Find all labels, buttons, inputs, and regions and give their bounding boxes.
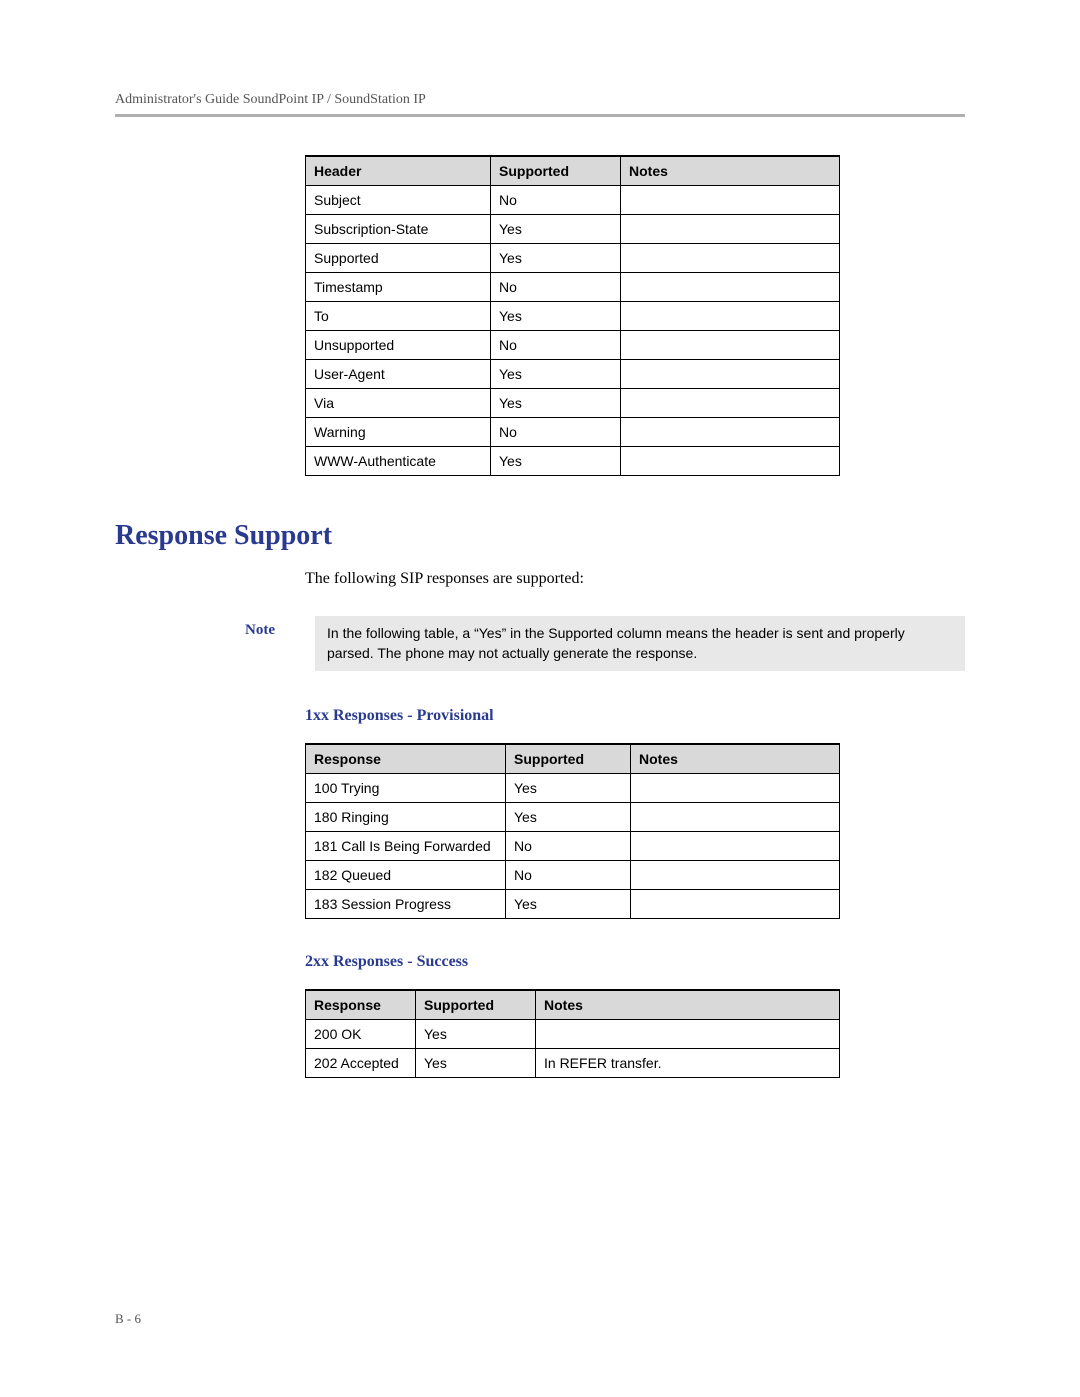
table-cell: No xyxy=(506,861,631,890)
table-row: ViaYes xyxy=(306,389,840,418)
col-header: Response xyxy=(306,744,506,774)
table-row: WWW-AuthenticateYes xyxy=(306,447,840,476)
section-title: Response Support xyxy=(115,520,965,552)
table-cell xyxy=(631,832,840,861)
table-cell xyxy=(621,273,840,302)
col-header: Supported xyxy=(506,744,631,774)
table-header-row: Response Supported Notes xyxy=(306,744,840,774)
table-header-row: Header Supported Notes xyxy=(306,156,840,186)
table-cell: 182 Queued xyxy=(306,861,506,890)
table-cell: No xyxy=(506,832,631,861)
col-header: Notes xyxy=(621,156,840,186)
table-cell: Supported xyxy=(306,244,491,273)
table-row: WarningNo xyxy=(306,418,840,447)
table-cell: Yes xyxy=(416,1020,536,1049)
header-rule xyxy=(115,114,965,117)
table-cell xyxy=(621,215,840,244)
table-cell: 200 OK xyxy=(306,1020,416,1049)
table-cell: Unsupported xyxy=(306,331,491,360)
table-cell: No xyxy=(491,331,621,360)
note-block: Note In the following table, a “Yes” in … xyxy=(115,616,965,671)
table-cell: User-Agent xyxy=(306,360,491,389)
table-cell xyxy=(621,360,840,389)
table-cell: 100 Trying xyxy=(306,774,506,803)
table-row: User-AgentYes xyxy=(306,360,840,389)
table-row: 202 AcceptedYesIn REFER transfer. xyxy=(306,1049,840,1078)
table-cell: Yes xyxy=(506,890,631,919)
table-row: ToYes xyxy=(306,302,840,331)
table-header-row: Response Supported Notes xyxy=(306,990,840,1020)
responses-1xx-table: Response Supported Notes 100 TryingYes18… xyxy=(305,743,840,919)
intro-text: The following SIP responses are supporte… xyxy=(305,570,965,588)
table-cell: No xyxy=(491,418,621,447)
table-cell xyxy=(631,774,840,803)
table-cell: Timestamp xyxy=(306,273,491,302)
table-row: SubjectNo xyxy=(306,186,840,215)
table-cell xyxy=(621,331,840,360)
col-header: Header xyxy=(306,156,491,186)
table-cell xyxy=(621,447,840,476)
col-header: Supported xyxy=(491,156,621,186)
note-label: Note xyxy=(245,616,315,671)
table-cell xyxy=(631,861,840,890)
responses-2xx-table: Response Supported Notes 200 OKYes202 Ac… xyxy=(305,989,840,1078)
table-row: 181 Call Is Being ForwardedNo xyxy=(306,832,840,861)
header-support-table: Header Supported Notes SubjectNoSubscrip… xyxy=(305,155,840,476)
col-header: Notes xyxy=(536,990,840,1020)
table-row: TimestampNo xyxy=(306,273,840,302)
table-cell: Yes xyxy=(491,447,621,476)
table-cell: Yes xyxy=(416,1049,536,1078)
table-row: 183 Session ProgressYes xyxy=(306,890,840,919)
table-cell: Subscription-State xyxy=(306,215,491,244)
table-cell: Yes xyxy=(506,803,631,832)
table-cell: Warning xyxy=(306,418,491,447)
table-row: UnsupportedNo xyxy=(306,331,840,360)
table-cell: No xyxy=(491,273,621,302)
table-cell: Yes xyxy=(491,244,621,273)
table-cell: 181 Call Is Being Forwarded xyxy=(306,832,506,861)
table-row: 100 TryingYes xyxy=(306,774,840,803)
table-cell: Yes xyxy=(506,774,631,803)
table-row: 182 QueuedNo xyxy=(306,861,840,890)
table-cell xyxy=(631,803,840,832)
note-body: In the following table, a “Yes” in the S… xyxy=(315,616,965,671)
col-header: Notes xyxy=(631,744,840,774)
table-cell xyxy=(621,244,840,273)
table-cell xyxy=(621,418,840,447)
col-header: Supported xyxy=(416,990,536,1020)
table-cell xyxy=(536,1020,840,1049)
table-row: 180 RingingYes xyxy=(306,803,840,832)
table-cell: Yes xyxy=(491,360,621,389)
table-cell: Yes xyxy=(491,389,621,418)
table-row: 200 OKYes xyxy=(306,1020,840,1049)
table-cell: Yes xyxy=(491,302,621,331)
doc-header: Administrator's Guide SoundPoint IP / So… xyxy=(115,92,965,108)
table-cell: In REFER transfer. xyxy=(536,1049,840,1078)
table-cell xyxy=(621,186,840,215)
table-cell xyxy=(631,890,840,919)
table-cell: Via xyxy=(306,389,491,418)
page-footer: B - 6 xyxy=(115,1311,141,1327)
table-cell: 183 Session Progress xyxy=(306,890,506,919)
table-cell: WWW-Authenticate xyxy=(306,447,491,476)
table-cell: 180 Ringing xyxy=(306,803,506,832)
table-cell: No xyxy=(491,186,621,215)
col-header: Response xyxy=(306,990,416,1020)
table-cell: Yes xyxy=(491,215,621,244)
table-cell: To xyxy=(306,302,491,331)
subsection-title-1xx: 1xx Responses - Provisional xyxy=(305,707,965,725)
table-cell: Subject xyxy=(306,186,491,215)
subsection-title-2xx: 2xx Responses - Success xyxy=(305,953,965,971)
table-cell xyxy=(621,389,840,418)
table-row: Subscription-StateYes xyxy=(306,215,840,244)
table-cell xyxy=(621,302,840,331)
table-row: SupportedYes xyxy=(306,244,840,273)
table-cell: 202 Accepted xyxy=(306,1049,416,1078)
